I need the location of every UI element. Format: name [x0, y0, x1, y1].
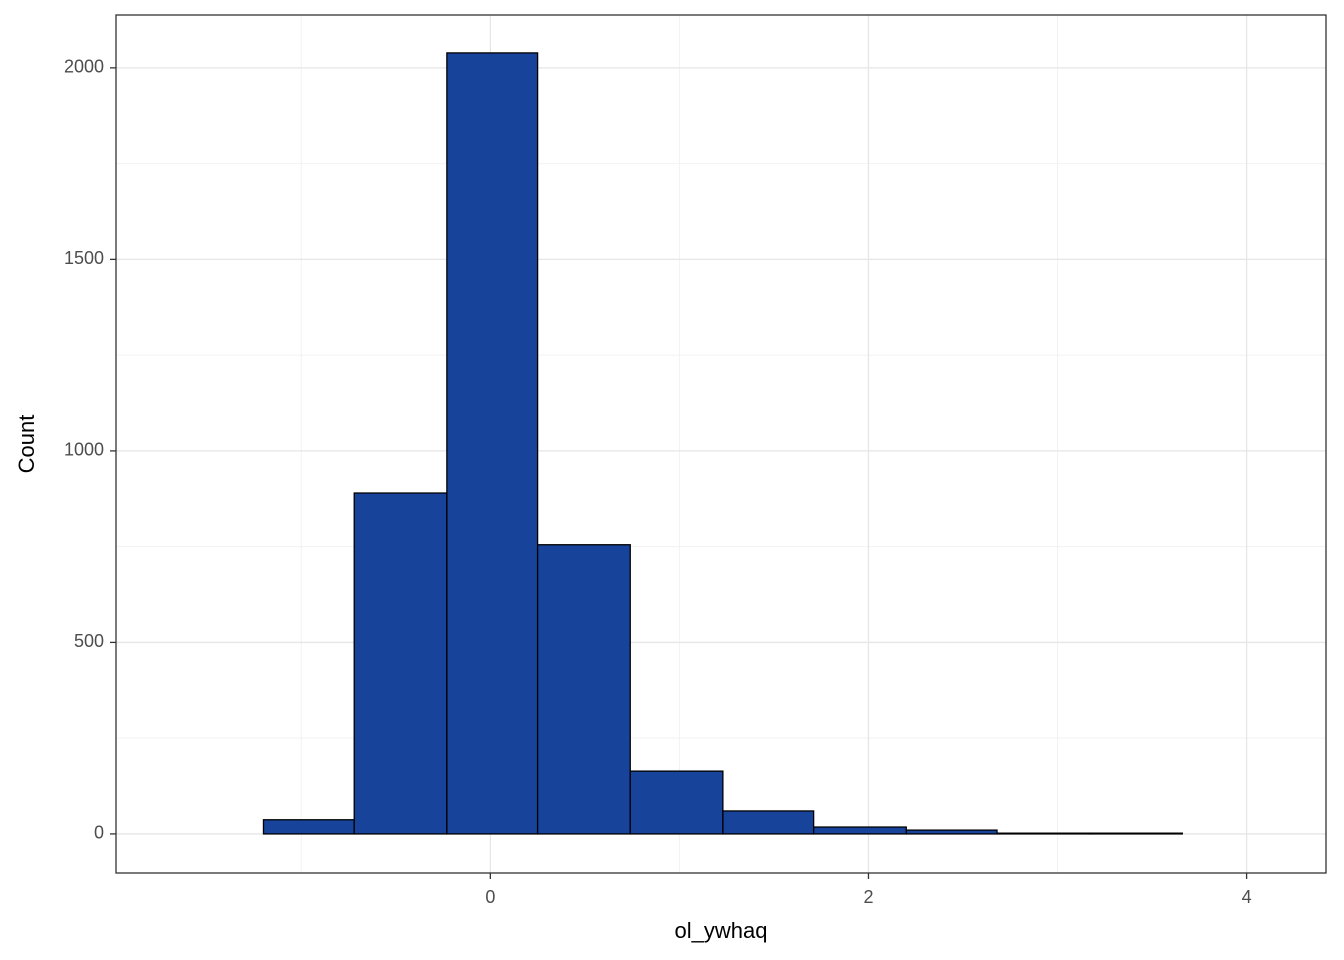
bar [905, 829, 998, 835]
bar [996, 832, 1091, 835]
bar [812, 826, 907, 835]
y-tick-label: 1000 [64, 440, 104, 460]
x-tick-label: 4 [1242, 887, 1252, 907]
bar [536, 544, 631, 835]
y-axis-title: Count [14, 415, 39, 474]
marks [262, 52, 1183, 835]
bar [722, 810, 815, 835]
x-tick-label: 0 [485, 887, 495, 907]
panel-border [115, 14, 1327, 874]
bar [629, 770, 724, 835]
y-tick-label: 1500 [64, 248, 104, 268]
bar [446, 52, 539, 835]
y-tick-label: 2000 [64, 57, 104, 77]
bar [353, 492, 448, 835]
y-tick-label: 0 [94, 823, 104, 843]
y-tick-label: 500 [74, 631, 104, 651]
x-tick-label: 2 [863, 887, 873, 907]
x-axis-title: ol_ywhaq [675, 918, 768, 943]
bar [262, 819, 355, 835]
bar [1089, 832, 1183, 835]
